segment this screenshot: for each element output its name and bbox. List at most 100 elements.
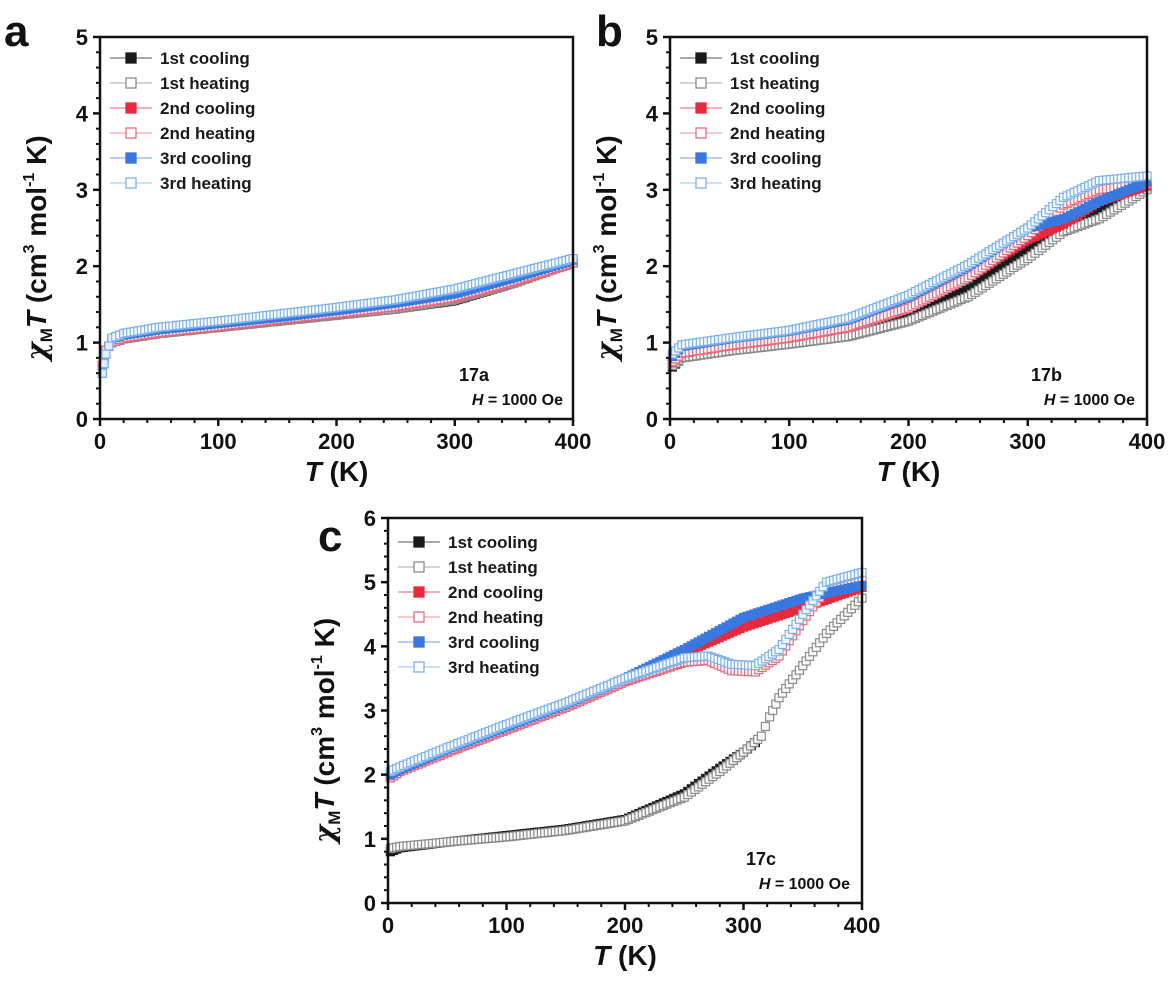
legend-marker bbox=[125, 102, 137, 114]
legend-item: 1st cooling bbox=[110, 49, 250, 68]
y-tick-label: 4 bbox=[76, 101, 89, 126]
legend-marker bbox=[125, 152, 137, 164]
plot-area-a: 0 100 200 300 400 0 1 2 3 4 5 T (K) χMT (cm3 mol-1 K… bbox=[20, 25, 591, 487]
legend-item: 1st heating bbox=[680, 74, 820, 93]
legend-item: 2nd heating bbox=[680, 124, 825, 143]
series-group bbox=[97, 254, 578, 378]
x-tick-label: 200 bbox=[607, 913, 644, 938]
y-tick-label: 2 bbox=[76, 254, 88, 279]
legend-label: 1st cooling bbox=[730, 49, 820, 68]
x-axis-title: T (K) bbox=[877, 456, 941, 487]
y-tick-label: 3 bbox=[76, 178, 88, 203]
x-axis-title: T (K) bbox=[593, 940, 657, 971]
sample-label: 17b bbox=[1031, 365, 1062, 385]
sample-label: 17c bbox=[746, 849, 776, 869]
x-tick-label: 400 bbox=[844, 913, 881, 938]
legend-label: 3rd cooling bbox=[730, 149, 822, 168]
y-tick-label: 0 bbox=[646, 407, 658, 432]
series-line bbox=[389, 741, 757, 854]
y-tick-label: 6 bbox=[364, 506, 376, 531]
plot-area-b: 0 100 200 300 400 0 1 2 3 4 5 T (K) χMT (cm3 mol-1 K… bbox=[590, 25, 1165, 487]
field-label: H = 1000 Oe bbox=[759, 876, 850, 893]
legend-marker bbox=[413, 536, 425, 548]
legend-marker bbox=[413, 661, 425, 673]
y-tick-label: 5 bbox=[646, 25, 658, 50]
legend-label: 1st heating bbox=[448, 558, 538, 577]
legend-marker bbox=[695, 152, 707, 164]
legend-label: 1st heating bbox=[730, 74, 820, 93]
y-tick-label: 0 bbox=[76, 407, 88, 432]
x-tick-label: 0 bbox=[382, 913, 394, 938]
legend-marker bbox=[695, 52, 707, 64]
legend-item: 3rd heating bbox=[680, 174, 822, 193]
x-tick-label: 100 bbox=[200, 429, 237, 454]
x-tick-label: 100 bbox=[488, 913, 525, 938]
legend-label: 2nd heating bbox=[160, 124, 255, 143]
panel-letter-a: a bbox=[4, 7, 29, 56]
legend: 1st cooling 1st heating 2nd cooling 2nd hea… bbox=[110, 49, 255, 193]
x-tick-label: 0 bbox=[664, 429, 676, 454]
legend-marker bbox=[125, 177, 137, 189]
y-tick-label: 4 bbox=[646, 101, 659, 126]
y-tick-label: 5 bbox=[76, 25, 88, 50]
legend-label: 1st cooling bbox=[448, 533, 538, 552]
plot-area-c: 0 100 200 300 400 0 1 2 3 4 5 6 T (K) χMT (cm3 mol-1 … bbox=[308, 506, 880, 971]
y-tick-label: 1 bbox=[76, 331, 88, 356]
legend-marker bbox=[413, 586, 425, 598]
series-3rd-heating bbox=[667, 171, 1152, 359]
legend-label: 3rd heating bbox=[160, 174, 252, 193]
y-tick-label: 2 bbox=[364, 763, 376, 788]
data-point bbox=[760, 721, 771, 732]
legend-item: 2nd heating bbox=[398, 608, 543, 627]
legend-label: 2nd cooling bbox=[730, 99, 825, 118]
legend-item: 2nd heating bbox=[110, 124, 255, 143]
legend: 1st cooling 1st heating 2nd cooling 2nd hea… bbox=[680, 49, 825, 193]
legend-label: 2nd heating bbox=[730, 124, 825, 143]
x-tick-label: 400 bbox=[1129, 429, 1166, 454]
panel-letter-b: b bbox=[596, 7, 623, 56]
panel-b: b 0 100 200 300 400 0 1 2 3 4 5 T (K) χMT (cm3 mol-1… bbox=[590, 7, 1165, 487]
legend-item: 1st cooling bbox=[680, 49, 820, 68]
legend-label: 2nd cooling bbox=[448, 583, 543, 602]
plot-frame bbox=[98, 35, 575, 421]
legend-label: 1st cooling bbox=[160, 49, 250, 68]
data-point bbox=[99, 359, 109, 369]
legend-label: 1st heating bbox=[160, 74, 250, 93]
legend-marker bbox=[695, 127, 707, 139]
x-tick-label: 300 bbox=[436, 429, 473, 454]
series-group bbox=[385, 567, 867, 857]
legend-label: 3rd cooling bbox=[160, 149, 252, 168]
legend-marker bbox=[695, 77, 707, 89]
legend-item: 2nd cooling bbox=[110, 99, 255, 118]
x-tick-label: 200 bbox=[318, 429, 355, 454]
y-axis-title: χMT (cm3 mol-1 K) bbox=[20, 135, 56, 362]
legend-label: 2nd cooling bbox=[160, 99, 255, 118]
x-tick-label: 400 bbox=[555, 429, 592, 454]
field-label: H = 1000 Oe bbox=[472, 392, 563, 409]
legend-label: 3rd heating bbox=[730, 174, 822, 193]
legend-marker bbox=[125, 52, 137, 64]
y-tick-label: 1 bbox=[364, 827, 376, 852]
panel-a: a 0 100 200 300 400 0 1 2 3 4 5 T (K) χMT (cm3 mol-1… bbox=[4, 7, 591, 487]
y-tick-label: 4 bbox=[364, 634, 377, 659]
panel-c: c 0 100 200 300 400 0 1 2 3 4 5 6 T (K) χMT (cm3 mol-… bbox=[308, 506, 880, 971]
y-axis-title: χMT (cm3 mol-1 K) bbox=[308, 618, 344, 845]
legend-marker bbox=[695, 177, 707, 189]
legend-item: 3rd heating bbox=[110, 174, 252, 193]
legend-marker bbox=[413, 561, 425, 573]
y-axis-title: χMT (cm3 mol-1 K) bbox=[590, 135, 626, 362]
series-group bbox=[667, 171, 1152, 372]
legend-item: 3rd heating bbox=[398, 658, 540, 677]
x-tick-label: 200 bbox=[890, 429, 927, 454]
y-tick-label: 3 bbox=[646, 178, 658, 203]
legend-item: 2nd cooling bbox=[680, 99, 825, 118]
y-tick-label: 1 bbox=[646, 331, 658, 356]
x-tick-label: 300 bbox=[1009, 429, 1046, 454]
legend-marker bbox=[695, 102, 707, 114]
series-2nd-heating bbox=[667, 179, 1152, 367]
legend-marker bbox=[125, 77, 137, 89]
legend-label: 3rd cooling bbox=[448, 633, 540, 652]
legend-label: 2nd heating bbox=[448, 608, 543, 627]
x-tick-label: 0 bbox=[94, 429, 106, 454]
